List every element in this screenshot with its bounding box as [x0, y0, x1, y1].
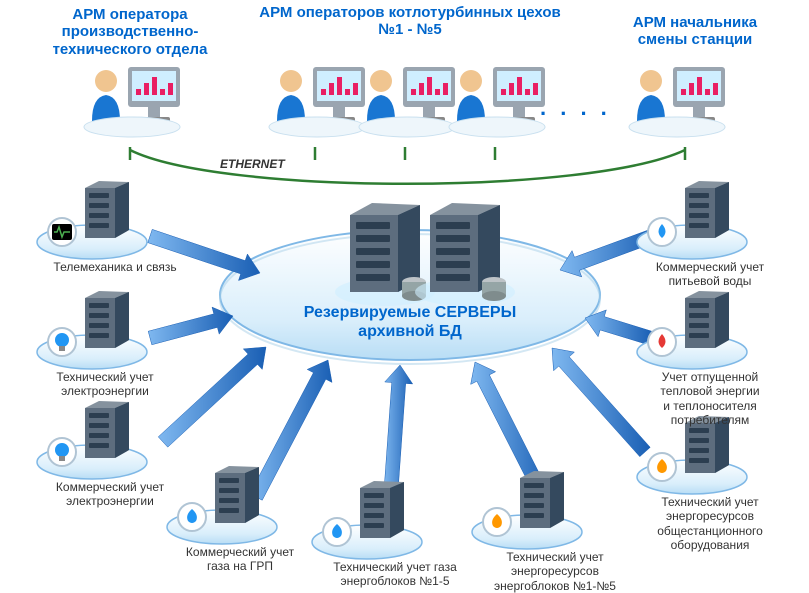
ellipsis: . . . . [540, 95, 611, 121]
node-label: Коммерческий учетэлектроэнергии [30, 480, 190, 509]
node-label: Технический учетэнергоресурсовэнергоблок… [465, 550, 645, 593]
center-label: Резервируемые СЕРВЕРЫархивной БД [280, 303, 540, 341]
node-label: Коммерческий учетпитьевой воды [630, 260, 790, 289]
ethernet-label: ETHERNET [220, 157, 285, 171]
node-label: Учет отпущеннойтепловой энергиии теплоно… [630, 370, 790, 428]
node-label: Коммерческий учетгаза на ГРП [160, 545, 320, 574]
node-label: Телемеханика и связь [30, 260, 200, 274]
node-label: Технический учетэнергоресурсовобщестанци… [630, 495, 790, 553]
header-title-mid: АРМ операторов котлотурбинных цехов№1 - … [245, 4, 575, 39]
node-label: Технический учетэлектроэнергии [30, 370, 180, 399]
header-title-left: АРМ операторапроизводственно-техническог… [30, 6, 230, 58]
node-label: Технический учет газаэнергоблоков №1-5 [305, 560, 485, 589]
header-title-right: АРМ начальникасмены станции [600, 14, 790, 49]
